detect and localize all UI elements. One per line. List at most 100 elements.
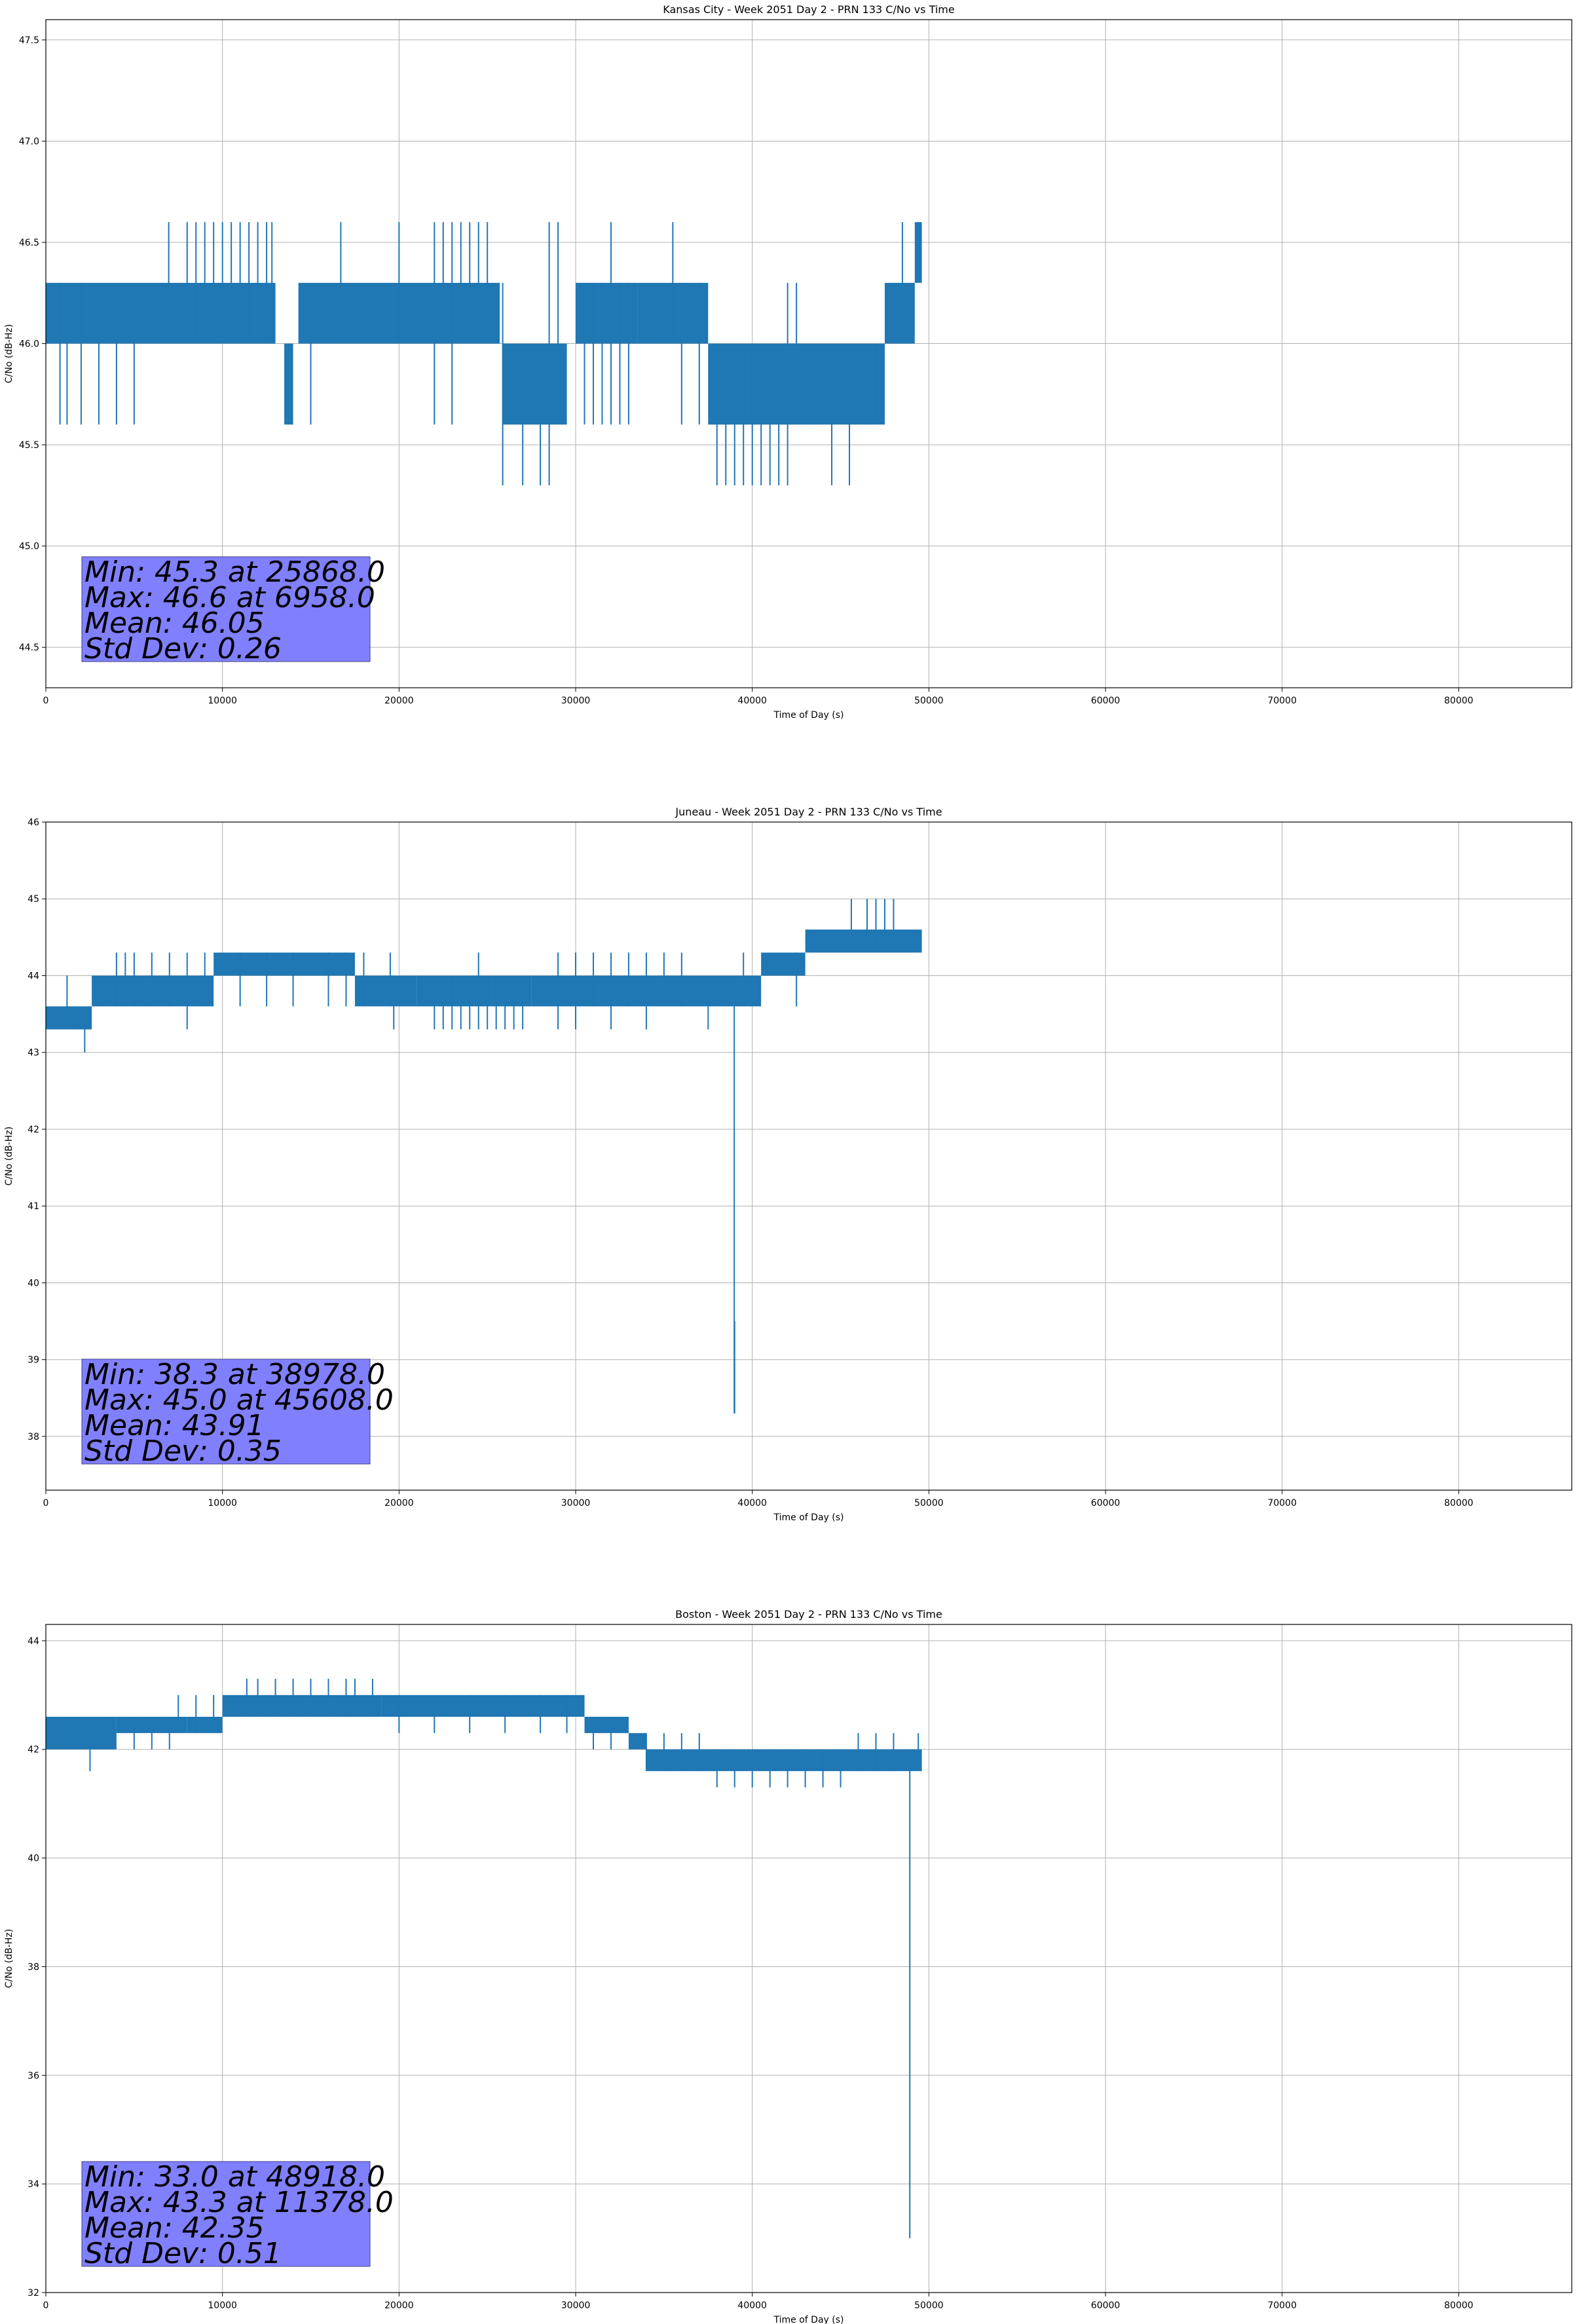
x-tick-label: 60000 <box>1091 1498 1121 1509</box>
y-tick-label: 47.5 <box>19 35 39 46</box>
signal-band <box>187 1716 223 1733</box>
x-axis-label: Time of Day (s) <box>773 710 844 721</box>
signal-band <box>46 282 169 344</box>
y-tick-label: 39 <box>28 1355 39 1366</box>
x-tick-label: 30000 <box>561 1498 591 1509</box>
y-tick-label: 41 <box>28 1201 39 1212</box>
chart-title: Kansas City - Week 2051 Day 2 - PRN 133 … <box>663 3 954 16</box>
y-tick-label: 40 <box>28 1278 39 1288</box>
signal-band <box>502 343 567 425</box>
signal-band <box>92 975 214 1007</box>
x-tick-label: 60000 <box>1091 696 1121 706</box>
stats-box <box>81 2161 371 2267</box>
chart-panel-1: 0 10000 20000 30000 40000 50000 60000 70000 8000… <box>4 3 1572 721</box>
signal-band <box>576 282 638 344</box>
y-tick-label: 42 <box>28 1125 39 1135</box>
x-tick-label: 70000 <box>1267 2300 1297 2311</box>
chart-panel-3: 0 10000 20000 30000 40000 50000 60000 70000 8000… <box>4 1608 1572 2324</box>
stats-line: Max: 46.6 at 6958.0 <box>84 581 375 614</box>
y-tick-label: 46 <box>28 817 39 828</box>
x-tick-label: 50000 <box>914 2300 944 2311</box>
x-tick-label: 0 <box>43 1498 49 1509</box>
stats-line: Min: 33.0 at 48918.0 <box>84 2160 385 2194</box>
signal-band <box>213 952 355 976</box>
y-tick-label: 47.0 <box>19 136 39 147</box>
stats-line: Min: 45.3 at 25868.0 <box>84 555 385 589</box>
y-tick-label: 40 <box>28 1854 39 1864</box>
signal-band <box>708 343 885 425</box>
x-tick-label: 80000 <box>1444 696 1474 706</box>
signal-band <box>646 1749 922 1771</box>
signal-band <box>884 282 915 344</box>
signal-band <box>628 1733 646 1750</box>
x-tick-label: 20000 <box>384 696 414 706</box>
x-tick-label: 10000 <box>208 696 237 706</box>
y-tick-label: 36 <box>28 2071 39 2081</box>
y-axis-label: C/No (dB-Hz) <box>4 1929 14 1988</box>
y-tick-label: 38 <box>28 1962 39 1972</box>
series-line <box>46 1678 922 2239</box>
y-tick-label: 45.0 <box>19 542 39 552</box>
axes-frame <box>45 19 1572 688</box>
signal-band <box>354 975 417 1007</box>
stats-line: Std Dev: 0.35 <box>84 1434 282 1468</box>
series-line <box>46 899 922 1414</box>
x-tick-label: 20000 <box>384 1498 414 1509</box>
stats-line: Std Dev: 0.26 <box>84 632 282 665</box>
x-tick-label: 30000 <box>561 696 591 706</box>
stats-line: Min: 38.3 at 38978.0 <box>84 1358 385 1391</box>
stats-line: Max: 45.0 at 45608.0 <box>84 1383 394 1417</box>
axes-frame <box>45 821 1572 1491</box>
x-tick-label: 0 <box>43 2300 49 2311</box>
stats-box <box>81 556 371 662</box>
y-tick-label: 38 <box>28 1432 39 1442</box>
y-tick-label: 46.0 <box>19 339 39 350</box>
signal-band <box>46 1716 117 1750</box>
signal-band <box>584 1716 629 1733</box>
x-tick-label: 80000 <box>1444 1498 1474 1509</box>
chart-panel-2: 0 10000 20000 30000 40000 50000 60000 70000 8000… <box>4 806 1572 1523</box>
x-axis-label: Time of Day (s) <box>773 2315 844 2324</box>
x-tick-label: 40000 <box>737 696 767 706</box>
y-axis-label: C/No (dB-Hz) <box>4 1127 14 1186</box>
stats-box <box>81 1359 371 1465</box>
signal-band <box>914 222 922 283</box>
axes-frame <box>45 1624 1572 2293</box>
chart-title: Juneau - Week 2051 Day 2 - PRN 133 C/No … <box>675 806 942 818</box>
x-axis-label: Time of Day (s) <box>773 1512 844 1523</box>
x-tick-label: 50000 <box>914 696 944 706</box>
x-tick-label: 50000 <box>914 1498 944 1509</box>
x-tick-label: 80000 <box>1444 2300 1474 2311</box>
y-tick-label: 34 <box>28 2179 39 2190</box>
signal-band <box>284 343 293 425</box>
x-tick-label: 30000 <box>561 2300 591 2311</box>
y-tick-label: 42 <box>28 1745 39 1755</box>
x-tick-label: 40000 <box>737 1498 767 1509</box>
y-tick-label: 32 <box>28 2288 39 2298</box>
x-tick-label: 0 <box>43 696 49 706</box>
stats-line: Std Dev: 0.51 <box>84 2237 282 2270</box>
x-tick-label: 20000 <box>384 2300 414 2311</box>
x-tick-label: 70000 <box>1267 696 1297 706</box>
y-tick-label: 44 <box>28 971 39 981</box>
stats-line: Mean: 42.35 <box>84 2211 265 2245</box>
y-tick-label: 45.5 <box>19 440 39 451</box>
signal-band <box>761 952 806 976</box>
x-tick-label: 10000 <box>208 2300 237 2311</box>
y-tick-label: 46.5 <box>19 238 39 248</box>
series-line <box>46 222 922 485</box>
stats-line: Mean: 46.05 <box>84 607 265 640</box>
stats-line: Mean: 43.91 <box>84 1409 265 1442</box>
y-tick-label: 43 <box>28 1048 39 1059</box>
signal-band <box>381 1695 585 1717</box>
chart-title: Boston - Week 2051 Day 2 - PRN 133 C/No … <box>675 1608 942 1621</box>
y-tick-label: 44 <box>28 1636 39 1647</box>
y-tick-label: 45 <box>28 894 39 905</box>
stats-line: Max: 43.3 at 11378.0 <box>84 2186 394 2219</box>
x-tick-label: 60000 <box>1091 2300 1121 2311</box>
x-tick-label: 10000 <box>208 1498 237 1509</box>
x-tick-label: 70000 <box>1267 1498 1297 1509</box>
y-axis-label: C/No (dB-Hz) <box>4 324 14 383</box>
signal-band <box>805 929 922 953</box>
